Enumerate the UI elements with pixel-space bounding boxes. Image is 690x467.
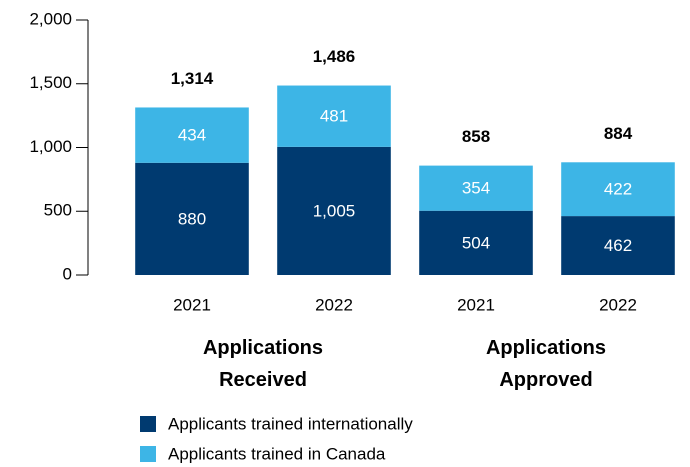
bar-segment — [277, 146, 391, 275]
total-label: 1,486 — [313, 47, 356, 66]
bar-segment — [419, 165, 533, 211]
legend-label: Applicants trained in Canada — [168, 444, 386, 463]
y-tick-label: 2,000 — [29, 9, 72, 28]
bar-segment — [419, 210, 533, 275]
y-tick-label: 0 — [63, 264, 72, 283]
legend-swatch — [140, 446, 156, 462]
y-tick-label: 1,000 — [29, 137, 72, 156]
total-label: 1,314 — [171, 69, 214, 88]
y-tick-label: 1,500 — [29, 73, 72, 92]
bar-segment — [561, 216, 675, 275]
bar-segment — [135, 107, 249, 163]
total-label: 884 — [604, 124, 633, 143]
total-label: 858 — [462, 127, 490, 146]
bar-value-label: 354 — [462, 179, 490, 198]
group-label: Applications Approved — [485, 337, 606, 391]
bar-segment — [561, 162, 675, 217]
bar-value-label: 422 — [604, 180, 632, 199]
legend-label: Applicants trained internationally — [168, 414, 413, 433]
bar-value-label: 880 — [178, 209, 206, 228]
group-label: Applications Received — [202, 337, 323, 391]
x-tick-label: 2021 — [457, 295, 495, 314]
bar-segment — [135, 162, 249, 275]
bar-value-label: 504 — [462, 233, 490, 252]
bar-value-label: 462 — [604, 236, 632, 255]
bar-value-label: 1,005 — [313, 201, 356, 220]
y-tick-label: 500 — [44, 201, 72, 220]
x-tick-label: 2021 — [173, 295, 211, 314]
bar-segment — [277, 85, 391, 147]
bar-value-label: 481 — [320, 107, 348, 126]
x-tick-label: 2022 — [599, 295, 637, 314]
bar-value-label: 434 — [178, 126, 206, 145]
x-tick-label: 2022 — [315, 295, 353, 314]
legend-swatch — [140, 416, 156, 432]
